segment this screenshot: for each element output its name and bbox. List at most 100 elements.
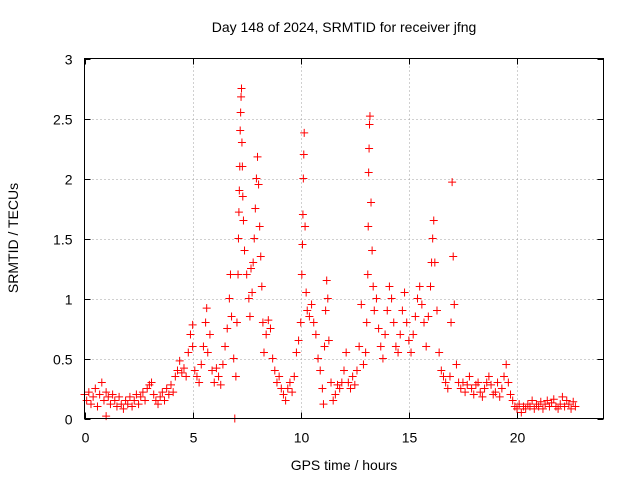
data-point	[441, 378, 450, 387]
data-point	[283, 384, 292, 393]
data-point	[430, 258, 439, 267]
data-point	[175, 356, 184, 365]
data-point	[294, 336, 303, 345]
data-point	[493, 378, 502, 387]
data-point	[119, 404, 128, 413]
data-point	[171, 372, 180, 381]
data-point	[93, 402, 102, 411]
data-point	[309, 318, 318, 327]
data-point	[216, 380, 225, 389]
data-point	[205, 330, 214, 339]
data-point	[244, 294, 253, 303]
data-point	[314, 354, 323, 363]
data-point	[303, 306, 312, 315]
data-point	[364, 168, 373, 177]
data-point	[357, 300, 366, 309]
data-point	[374, 324, 383, 333]
data-point	[99, 396, 108, 405]
data-point	[407, 348, 416, 357]
data-point	[422, 342, 431, 351]
data-point	[248, 288, 257, 297]
data-point	[452, 360, 461, 369]
data-point	[86, 400, 95, 409]
data-point	[346, 384, 355, 393]
data-point	[400, 288, 409, 297]
data-point	[333, 380, 342, 389]
data-point	[164, 390, 173, 399]
data-point	[525, 402, 534, 411]
data-point	[132, 390, 141, 399]
data-point	[227, 312, 236, 321]
data-point	[409, 330, 418, 339]
data-point	[355, 342, 364, 351]
data-point	[467, 384, 476, 393]
data-point	[237, 138, 246, 147]
data-point	[298, 210, 307, 219]
data-point	[143, 384, 152, 393]
data-point	[270, 366, 279, 375]
data-point	[190, 366, 199, 375]
x-tick-label: 10	[294, 430, 310, 446]
data-point	[365, 144, 374, 153]
data-point	[316, 366, 325, 375]
data-point	[160, 396, 169, 405]
data-point	[515, 400, 524, 409]
data-point	[186, 330, 195, 339]
data-point	[136, 392, 145, 401]
data-point	[214, 372, 223, 381]
x-tick-label: 20	[510, 430, 526, 446]
data-point	[449, 252, 458, 261]
data-point	[147, 378, 156, 387]
data-point	[272, 378, 281, 387]
data-point	[450, 300, 459, 309]
data-point	[121, 396, 130, 405]
data-point	[482, 378, 491, 387]
data-point	[264, 316, 273, 325]
data-point	[115, 392, 124, 401]
data-point	[134, 400, 143, 409]
data-point	[305, 312, 314, 321]
data-point	[285, 378, 294, 387]
x-tick-label: 15	[402, 430, 418, 446]
data-point	[541, 400, 550, 409]
data-point	[141, 396, 150, 405]
data-point	[547, 398, 556, 407]
data-point	[549, 395, 558, 404]
data-point	[229, 354, 238, 363]
data-point	[435, 348, 444, 357]
data-point	[402, 318, 411, 327]
data-point	[476, 388, 485, 397]
data-point	[290, 372, 299, 381]
data-point	[128, 402, 137, 411]
data-point	[517, 408, 526, 417]
data-point	[202, 304, 211, 313]
data-point	[447, 318, 456, 327]
data-point	[250, 234, 259, 243]
data-point	[381, 330, 390, 339]
data-point	[97, 378, 106, 387]
data-point	[184, 348, 193, 357]
data-point	[138, 388, 147, 397]
data-point	[327, 378, 336, 387]
data-point	[281, 396, 290, 405]
data-point	[364, 222, 373, 231]
data-point	[502, 360, 511, 369]
data-point	[448, 178, 457, 187]
data-point	[108, 390, 117, 399]
data-point	[372, 294, 381, 303]
data-point	[249, 258, 258, 267]
data-point	[348, 372, 357, 381]
data-point	[106, 400, 115, 409]
data-point	[426, 282, 435, 291]
data-point	[234, 208, 243, 217]
data-point	[110, 396, 119, 405]
data-point	[567, 404, 576, 413]
data-point	[245, 312, 254, 321]
data-point	[257, 282, 266, 291]
data-point	[167, 380, 175, 389]
data-point	[362, 318, 371, 327]
data-point	[564, 400, 573, 409]
data-point	[292, 348, 301, 357]
